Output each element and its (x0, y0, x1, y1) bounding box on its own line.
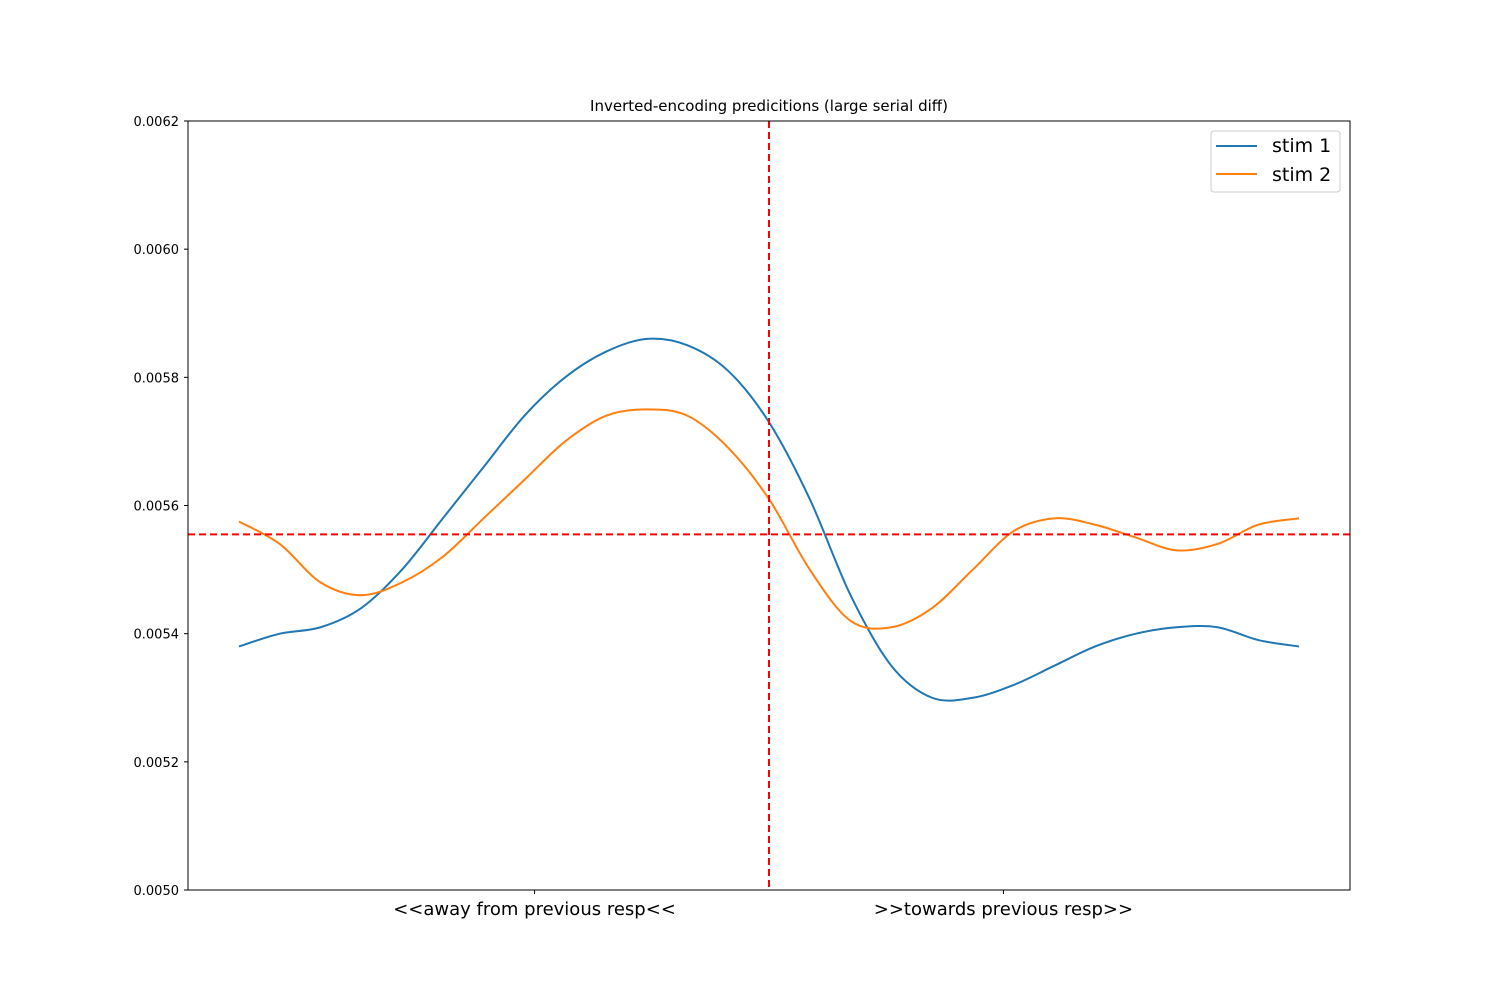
x-tick-label: <<away from previous resp<< (393, 899, 676, 920)
legend: stim 1 stim 2 (1210, 130, 1341, 193)
y-tick-label: 0.0054 (134, 628, 180, 643)
plot-area (188, 121, 1350, 890)
x-tick-label: >>towards previous resp>> (874, 899, 1133, 920)
y-tick-label: 0.0052 (134, 756, 180, 771)
y-tick-label: 0.0062 (134, 115, 180, 130)
chart-title: Inverted-encoding predicitions (large se… (590, 97, 948, 115)
y-tick-label: 0.0056 (134, 500, 180, 515)
legend-label-stim-1: stim 1 (1272, 135, 1331, 157)
y-tick-label: 0.0058 (134, 371, 180, 386)
legend-label-stim-2: stim 2 (1272, 164, 1331, 186)
y-tick-label: 0.0050 (134, 884, 180, 899)
axes: 0.0050 0.0052 0.0054 0.0056 0.0058 0.0060 0.00… (134, 115, 1134, 920)
y-tick-label: 0.0060 (134, 243, 180, 258)
series-line-stim-1 (238, 337, 1300, 702)
